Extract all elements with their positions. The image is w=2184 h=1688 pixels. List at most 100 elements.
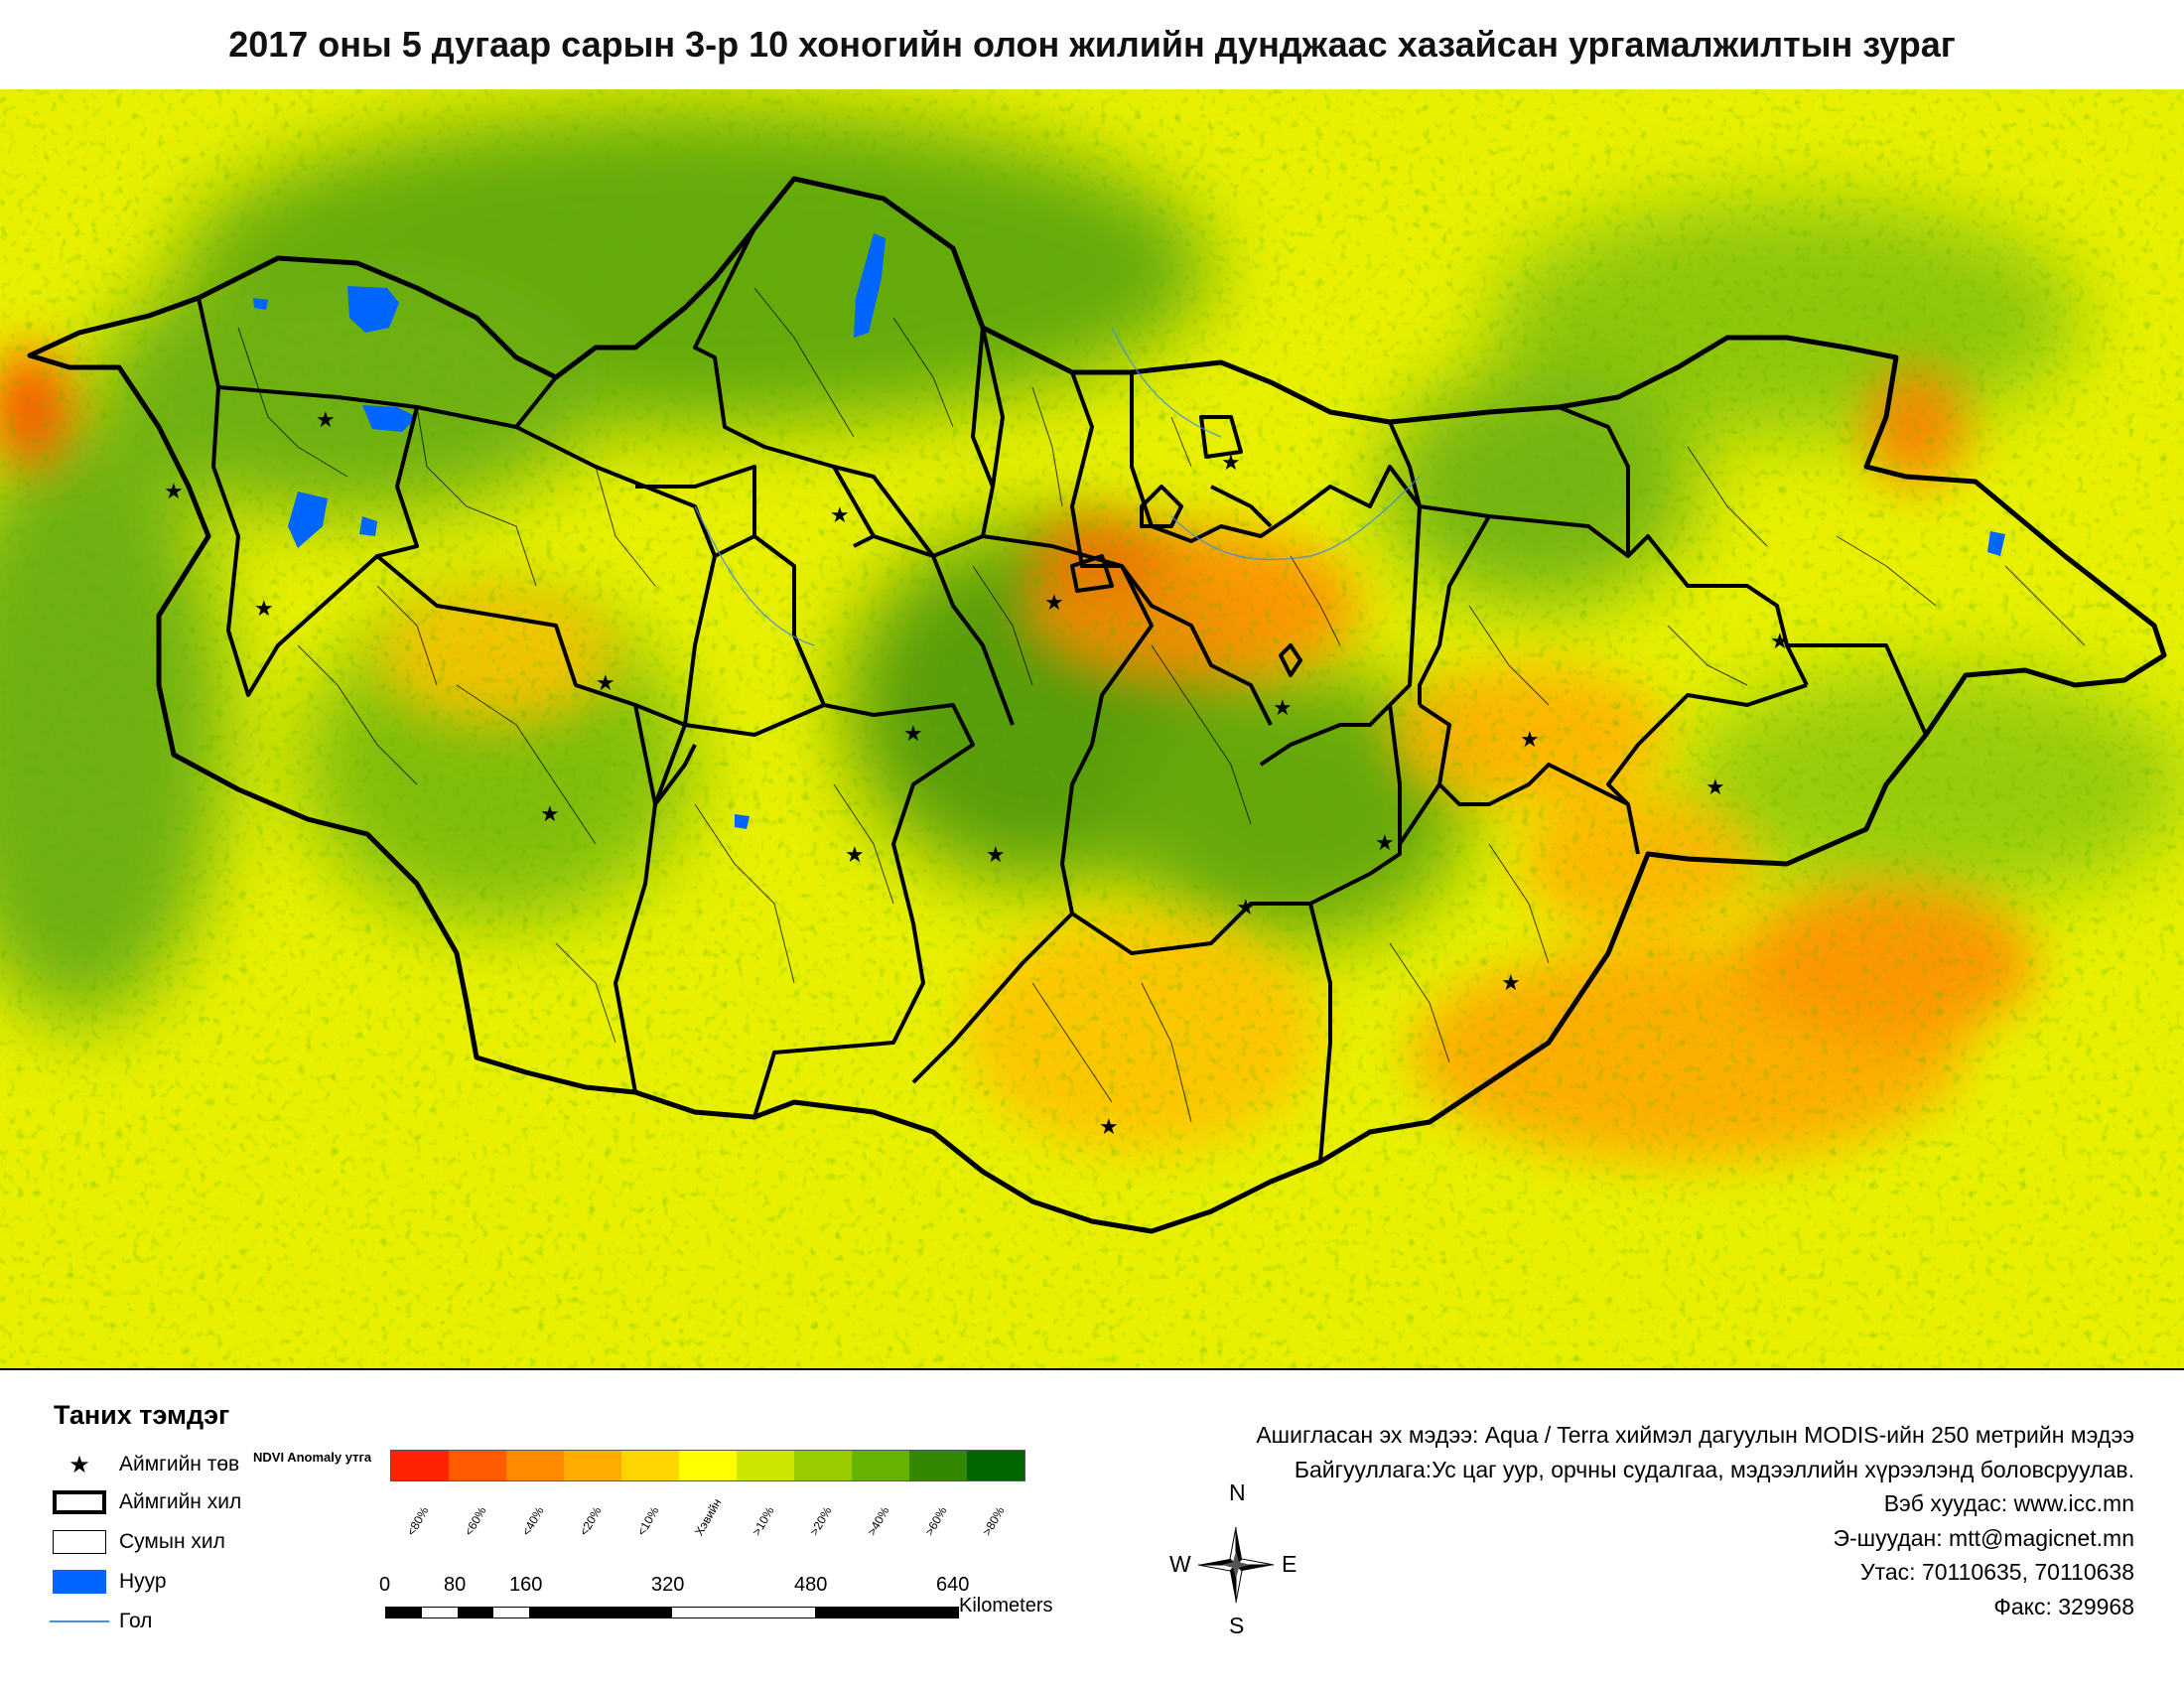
lake	[1987, 531, 2005, 556]
scale-tick: 320	[651, 1574, 685, 1596]
info-email[interactable]: Э-шуудан: mtt@magicnet.mn	[1833, 1524, 2134, 1551]
scale-tick: 80	[444, 1574, 467, 1596]
ramp-cell	[679, 1451, 737, 1480]
scale-tick: 480	[794, 1574, 828, 1596]
north-arrow-icon	[1197, 1526, 1275, 1604]
ramp-cell	[564, 1451, 621, 1480]
ramp-cell	[621, 1451, 679, 1480]
lake	[735, 814, 750, 829]
star-icon: ★	[1706, 775, 1725, 800]
star-icon: ★	[540, 802, 560, 827]
compass-n: N	[1229, 1479, 1246, 1505]
lake	[854, 233, 886, 338]
ramp-label: >10%	[750, 1504, 777, 1538]
ramp-label: <40%	[519, 1504, 547, 1538]
info-fax: Факс: 329968	[1993, 1593, 2134, 1619]
legend-label: Аймгийн төв	[119, 1453, 240, 1476]
title-bar: 2017 оны 5 дугаар сарын 3-р 10 хоногийн …	[0, 0, 2184, 91]
lake	[362, 405, 417, 432]
legend-label: Нуур	[119, 1570, 167, 1593]
country-border	[27, 176, 2167, 1234]
map-frame: ★ ★ ★ ★ ★ ★ ★ ★ ★ ★ ★ ★ ★ ★ ★ ★ ★ ★ ★	[0, 89, 2184, 1370]
ndvi-anomaly-map: ★ ★ ★ ★ ★ ★ ★ ★ ★ ★ ★ ★ ★ ★ ★ ★ ★ ★ ★	[0, 89, 2184, 1368]
legend-row-lake: Нуур	[50, 1567, 167, 1597]
legend-row-center: ★ Аймгийн төв	[50, 1450, 239, 1479]
ndvi-caption: NDVI Anomaly утга	[253, 1450, 372, 1465]
star-icon: ★	[1501, 971, 1521, 996]
rivers	[694, 327, 1421, 646]
scale-tick: 0	[379, 1574, 391, 1596]
lakes	[253, 233, 2005, 829]
info-source: Ашигласан эх мэдээ: Aqua / Terra хиймэл …	[1256, 1422, 2134, 1448]
lake	[288, 492, 328, 548]
compass-e: E	[1282, 1551, 1297, 1577]
star-icon: ★	[1375, 831, 1395, 856]
ramp-cell	[794, 1451, 852, 1480]
star-icon: ★	[1770, 630, 1790, 654]
map-title: 2017 оны 5 дугаар сарын 3-р 10 хоногийн …	[228, 24, 1956, 65]
scale-bar	[385, 1607, 959, 1618]
soum-boundaries	[237, 287, 2086, 1123]
legend-label: Гол	[119, 1610, 153, 1632]
legend-row-aimag-boundary: Аймгийн хил	[50, 1487, 241, 1517]
ramp-cell	[449, 1451, 506, 1480]
info-phone: Утас: 70110635, 70110638	[1860, 1559, 2134, 1585]
thin-boundary-icon	[50, 1528, 109, 1556]
star-icon: ★	[903, 722, 923, 747]
lake	[253, 298, 268, 310]
star-icon: ★	[1099, 1115, 1119, 1140]
ramp-label: Хэвийн	[692, 1495, 725, 1538]
info-block: Ашигласан эх мэдээ: Aqua / Terra хиймэл …	[1256, 1418, 2134, 1623]
ramp-label: <20%	[577, 1504, 605, 1538]
ramp-cell	[852, 1451, 909, 1480]
scale-unit: Kilometers	[959, 1595, 1053, 1617]
star-icon: ★	[164, 480, 184, 504]
ndvi-color-ramp	[390, 1450, 1025, 1481]
river-icon	[50, 1608, 109, 1635]
legend-label: Сумын хил	[119, 1530, 225, 1553]
info-org: Байгууллага:Ус цаг уур, орчны судалгаа, …	[1294, 1456, 2134, 1482]
star-icon: ★	[1221, 451, 1241, 476]
ramp-cell	[506, 1451, 564, 1480]
legend-row-soum-boundary: Сумын хил	[50, 1527, 225, 1557]
compass-rose: N S E W	[1166, 1479, 1305, 1638]
aimag-boundaries	[197, 227, 1928, 1163]
ramp-label: >80%	[980, 1504, 1008, 1538]
star-icon: ★	[316, 408, 336, 433]
ramp-cell	[737, 1451, 794, 1480]
ramp-label: >60%	[922, 1504, 950, 1538]
legend-heading: Таних тэмдэг	[54, 1400, 230, 1430]
legend-area: Таних тэмдэг ★ Аймгийн төв Аймгийн хил С…	[0, 1370, 2184, 1688]
ramp-cell	[909, 1451, 967, 1480]
ramp-label: >40%	[865, 1504, 892, 1538]
star-icon: ★	[845, 843, 865, 868]
ramp-cell	[391, 1451, 449, 1480]
star-icon: ★	[254, 597, 274, 622]
star-icon: ★	[1236, 896, 1256, 920]
ramp-label: <80%	[404, 1504, 432, 1538]
ramp-label: <10%	[634, 1504, 662, 1538]
star-icon: ★	[1520, 728, 1540, 753]
legend-label: Аймгийн хил	[119, 1490, 242, 1513]
scale-tick: 160	[509, 1574, 543, 1596]
lake	[347, 286, 399, 333]
ndvi-ramp-labels: <80% <60% <40% <20% <10% Хэвийн >10% >20% >40% >6…	[390, 1491, 1024, 1538]
lake	[359, 516, 377, 536]
aimag-centers: ★ ★ ★ ★ ★ ★ ★ ★ ★ ★ ★ ★ ★ ★ ★ ★ ★ ★ ★	[164, 408, 1790, 1140]
star-icon: ★	[830, 503, 850, 528]
legend-row-river: Гол	[50, 1607, 152, 1636]
lake-icon	[50, 1568, 109, 1596]
compass-s: S	[1229, 1613, 1245, 1638]
ramp-label: <60%	[462, 1504, 489, 1538]
star-icon: ★	[596, 671, 615, 696]
star-icon: ★	[986, 843, 1006, 868]
ramp-cell	[967, 1451, 1024, 1480]
thick-boundary-icon	[50, 1488, 109, 1516]
star-icon: ★	[1044, 591, 1064, 616]
scale-tick: 640	[936, 1574, 970, 1596]
compass-w: W	[1169, 1551, 1191, 1577]
ramp-label: >20%	[807, 1504, 835, 1538]
star-icon: ★	[1273, 696, 1293, 721]
star-icon: ★	[68, 1451, 90, 1478]
info-web[interactable]: Вэб хуудас: www.icc.mn	[1883, 1490, 2134, 1516]
